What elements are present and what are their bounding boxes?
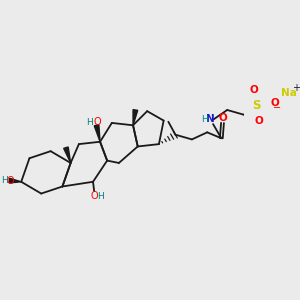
- Polygon shape: [133, 110, 138, 125]
- Text: Na: Na: [281, 88, 297, 98]
- Text: S: S: [252, 99, 261, 112]
- Polygon shape: [94, 125, 100, 142]
- Text: O: O: [6, 176, 14, 186]
- Polygon shape: [64, 147, 70, 163]
- Text: O: O: [255, 116, 263, 126]
- Text: O: O: [250, 85, 259, 95]
- Text: N: N: [206, 114, 215, 124]
- Text: O: O: [270, 98, 279, 108]
- Text: H: H: [1, 176, 7, 185]
- Text: H: H: [202, 115, 208, 124]
- Polygon shape: [9, 178, 21, 183]
- Text: O: O: [93, 118, 101, 128]
- Text: H: H: [85, 118, 92, 127]
- Text: O: O: [91, 191, 98, 201]
- Text: H: H: [98, 192, 104, 201]
- Text: +: +: [292, 83, 300, 93]
- Text: −: −: [273, 103, 281, 112]
- Text: O: O: [218, 113, 227, 123]
